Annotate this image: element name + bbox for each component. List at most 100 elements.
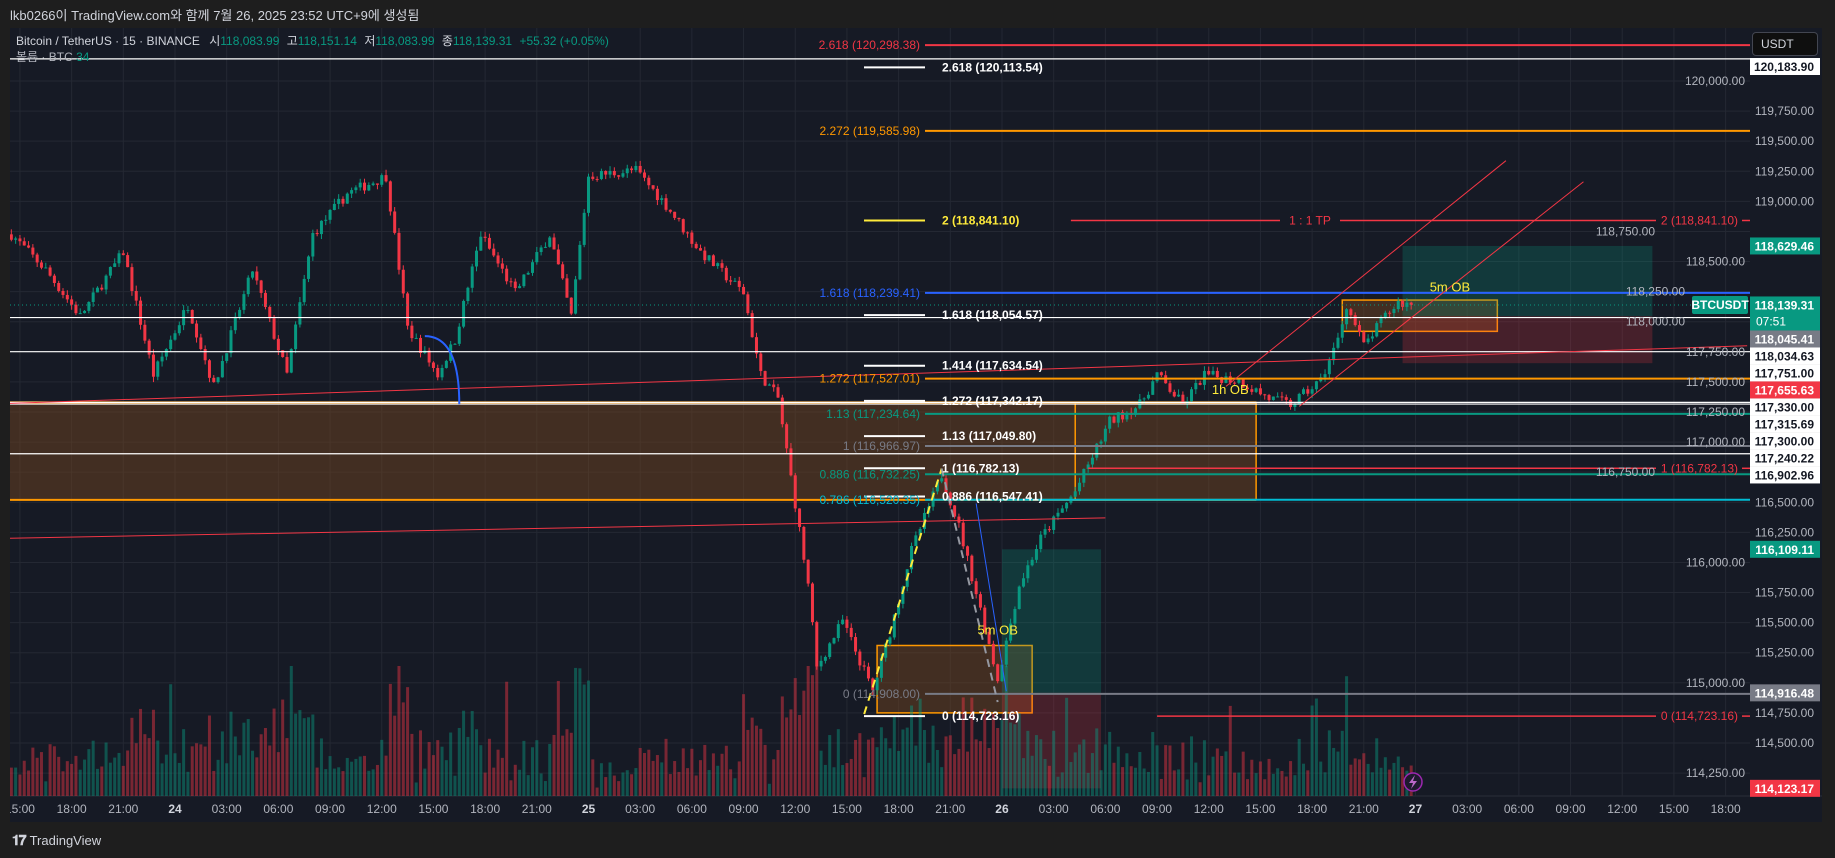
volume-bar	[931, 725, 935, 796]
volume-bar	[1254, 773, 1258, 796]
candle-body	[1073, 491, 1077, 497]
candle-body	[315, 233, 319, 235]
volume-bar	[121, 765, 125, 796]
volume-bar	[216, 759, 220, 796]
x-tick-label: 06:00	[1504, 802, 1534, 816]
volume-bar	[419, 730, 423, 796]
candle-body	[1017, 586, 1021, 609]
arc-drawing	[424, 335, 461, 405]
volume-bar	[513, 764, 517, 796]
candle-body	[18, 238, 22, 242]
target-level-label: 2 (118,841.10)	[1661, 213, 1738, 227]
candle-body	[207, 360, 211, 378]
currency-button[interactable]: USDT	[1752, 32, 1818, 56]
volume-bar	[970, 697, 974, 796]
volume-bar	[703, 744, 707, 796]
volume-bar	[548, 743, 552, 796]
volume-bar	[664, 738, 668, 796]
volume-bar	[759, 728, 763, 796]
volume-bar	[866, 739, 870, 796]
y-tick-label: 116,750.00	[1596, 465, 1655, 479]
volume-bar	[1357, 759, 1361, 796]
tp-label: 1 : 1 TP	[1289, 213, 1331, 227]
volume-bar	[733, 778, 737, 796]
volume-bar	[350, 761, 354, 796]
candle-body	[1039, 534, 1043, 550]
x-tick-label: 18:00	[1711, 802, 1741, 816]
price-badge: 117,315.69	[1755, 417, 1815, 431]
legend-open-label: 시	[209, 34, 220, 48]
volume-bar	[444, 760, 448, 796]
volume-bar	[496, 749, 500, 796]
candle-body	[836, 624, 840, 639]
candle-body	[1108, 416, 1112, 429]
volume-bar	[1202, 740, 1206, 796]
volume-bar	[126, 750, 130, 796]
candle-body	[1271, 396, 1275, 401]
candle-body	[195, 323, 199, 338]
candle-body	[810, 583, 814, 623]
y-tick-label: 119,250.00	[1755, 164, 1814, 178]
candle-body	[173, 333, 177, 340]
volume-bar	[1284, 776, 1288, 796]
candle-body	[750, 313, 754, 338]
zone-5m-ob-upper	[1342, 300, 1498, 332]
candle-body	[1099, 441, 1103, 444]
volume-bar	[940, 767, 944, 796]
candle-body	[1047, 529, 1051, 531]
candle-body	[996, 664, 1000, 682]
volume-bar	[1362, 753, 1366, 796]
candle-body	[487, 237, 491, 249]
lightning-icon[interactable]	[1403, 772, 1423, 792]
y-tick-label: 115,000.00	[1686, 676, 1745, 690]
y-tick-label: 117,250.00	[1686, 405, 1745, 419]
candle-body	[1310, 389, 1314, 394]
price-badge: 118,139.31	[1755, 298, 1815, 312]
candle-body	[815, 622, 819, 667]
candle-body	[354, 187, 358, 191]
candle-body	[1198, 382, 1202, 385]
candle-body	[229, 330, 233, 354]
time-axis[interactable]: 15:00 18:00 21:00 24 03:00 06:00 09:00 12:00 15:…	[5, 802, 1741, 816]
volume-bar	[1215, 748, 1219, 796]
volume-bar	[233, 736, 237, 796]
candle-body	[160, 356, 164, 362]
volume-bar	[1069, 762, 1073, 796]
candle-body	[1172, 391, 1176, 397]
candle-body	[849, 627, 853, 638]
volume-bar	[948, 735, 952, 796]
y-tick-label: 119,750.00	[1755, 104, 1814, 118]
candle-body	[1301, 389, 1305, 394]
volume-bar	[1112, 762, 1116, 796]
candle-body	[548, 237, 552, 247]
volume-bar	[78, 769, 82, 796]
volume-bar	[879, 727, 883, 796]
x-tick-label: 24	[168, 802, 182, 816]
volume-bar	[535, 740, 539, 796]
candle-body	[22, 241, 26, 246]
legend-high: 118,151.14	[298, 34, 357, 48]
candle-body	[892, 614, 896, 638]
candle-body	[220, 360, 224, 378]
target-level-label: 1 (116,782.13)	[1661, 461, 1738, 475]
volume-bar	[875, 747, 879, 796]
candle-body	[655, 188, 659, 201]
candle-body	[707, 255, 711, 261]
candle-body	[39, 262, 43, 268]
candle-body	[1181, 394, 1185, 404]
volume-bar	[427, 742, 431, 796]
volume-bar	[612, 775, 616, 796]
volume-bar	[1327, 730, 1331, 796]
candle-body	[1392, 309, 1396, 314]
candle-body	[966, 546, 970, 556]
target-level-label: 0 (114,723.16)	[1661, 709, 1738, 723]
candle-body	[1056, 512, 1060, 517]
candle-body	[406, 293, 410, 326]
price-axis[interactable]: 120,000.00 119,750.00 119,500.00 119,250.00…	[1596, 74, 1814, 780]
candle-body	[345, 193, 349, 204]
volume-bar	[1289, 761, 1293, 796]
volume-bar	[1224, 751, 1228, 796]
volume-bar	[677, 771, 681, 796]
candle-body	[255, 271, 259, 281]
